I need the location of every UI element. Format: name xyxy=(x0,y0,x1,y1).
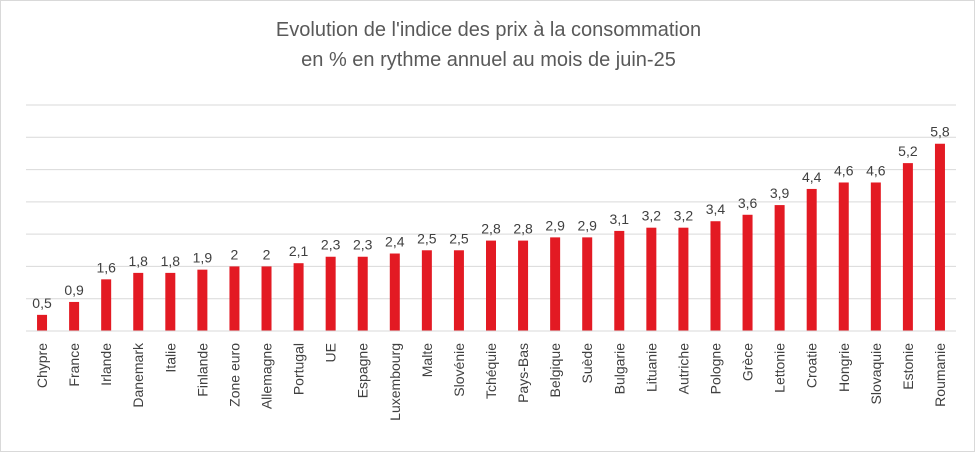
x-tick-label: Lituanie xyxy=(643,343,659,392)
bar xyxy=(101,279,112,331)
data-label: 2,1 xyxy=(289,243,309,259)
x-tick-label: Lettonie xyxy=(772,343,788,393)
data-label: 2 xyxy=(263,246,271,262)
bar xyxy=(582,237,593,331)
bar xyxy=(133,272,144,331)
data-label: 3,9 xyxy=(770,185,790,201)
x-tick-label: Slovaquie xyxy=(868,343,884,405)
data-label: 2,3 xyxy=(353,237,373,253)
x-tick-label: Autriche xyxy=(675,343,691,395)
bar xyxy=(261,266,272,331)
data-label: 4,6 xyxy=(866,162,886,178)
x-tick-label: Slovénie xyxy=(451,343,467,397)
x-tick-label: Roumanie xyxy=(932,343,948,407)
x-tick-label: Finlande xyxy=(194,343,210,397)
data-label: 3,6 xyxy=(738,195,758,211)
x-tick-label: Danemark xyxy=(130,342,146,408)
data-label: 0,5 xyxy=(32,295,52,311)
x-tick-label: Zone euro xyxy=(226,343,242,407)
bar xyxy=(806,188,817,331)
data-label: 4,6 xyxy=(834,162,854,178)
bar xyxy=(870,182,881,331)
bar xyxy=(389,253,400,331)
bar xyxy=(774,205,785,331)
data-label: 0,9 xyxy=(64,282,84,298)
bar xyxy=(678,227,689,331)
x-tick-label: Belgique xyxy=(547,343,563,398)
bar xyxy=(614,230,625,331)
x-tick-label: France xyxy=(66,343,82,387)
x-tick-label: Suède xyxy=(579,343,595,384)
x-tick-label: Tchéquie xyxy=(483,343,499,399)
data-label: 2,5 xyxy=(417,230,437,246)
bar xyxy=(293,263,304,331)
data-label: 2,3 xyxy=(321,237,341,253)
data-label: 4,4 xyxy=(802,169,822,185)
bar xyxy=(518,240,529,331)
data-label: 2,8 xyxy=(513,221,533,237)
x-tick-label: Grèce xyxy=(740,343,756,381)
bar xyxy=(550,237,561,331)
x-tick-label: Bulgarie xyxy=(611,343,627,395)
data-label: 1,8 xyxy=(161,253,181,269)
data-label: 2,8 xyxy=(481,221,501,237)
data-label: 3,1 xyxy=(610,211,630,227)
x-tick-label: Hongrie xyxy=(836,343,852,392)
x-tick-label: Luxembourg xyxy=(387,343,403,421)
bar xyxy=(197,269,208,331)
data-label: 2,9 xyxy=(577,217,597,233)
chart-title: Evolution de l'indice des prix à la cons… xyxy=(275,19,702,41)
bar xyxy=(229,266,240,331)
bar xyxy=(902,163,913,331)
x-tick-label: Portugal xyxy=(291,343,307,395)
data-label: 3,2 xyxy=(642,208,662,224)
x-tick-label: Malte xyxy=(419,343,435,377)
bar xyxy=(37,314,48,331)
x-tick-label: Irlande xyxy=(98,343,114,386)
data-label: 1,6 xyxy=(96,259,116,275)
data-label: 3,4 xyxy=(706,201,726,217)
data-label: 2,9 xyxy=(545,217,565,233)
bar xyxy=(710,221,721,331)
data-label: 2,4 xyxy=(385,234,405,250)
x-tick-label: Espagne xyxy=(355,343,371,398)
bar xyxy=(325,256,336,331)
data-label: 2 xyxy=(231,246,239,262)
x-tick-label: Allemagne xyxy=(259,343,275,409)
x-tick-label: Croatie xyxy=(804,343,820,388)
bar xyxy=(934,143,945,331)
bar xyxy=(453,250,464,331)
bar xyxy=(646,227,657,331)
data-label: 1,9 xyxy=(193,250,213,266)
x-tick-label: Pays-Bas xyxy=(515,343,531,403)
bar xyxy=(742,214,753,331)
x-tick-label: Pologne xyxy=(707,343,723,395)
bar xyxy=(69,301,80,331)
data-label: 5,2 xyxy=(898,143,918,159)
chart-title-block: Evolution de l'indice des prix à la cons… xyxy=(1,15,975,75)
data-label: 1,8 xyxy=(129,253,149,269)
bar xyxy=(486,240,496,331)
x-tick-label: UE xyxy=(323,343,339,362)
bar xyxy=(421,250,432,331)
x-tick-label: Estonie xyxy=(900,343,916,390)
data-label: 2,5 xyxy=(449,230,469,246)
x-tick-label: Italie xyxy=(162,343,178,373)
x-tick-label: Chypre xyxy=(34,343,50,388)
bar xyxy=(838,182,849,331)
data-label: 3,2 xyxy=(674,208,694,224)
chart-subtitle: en % en rythme annuel au mois de juin-25 xyxy=(301,49,676,71)
data-label: 5,8 xyxy=(930,124,950,140)
bar xyxy=(357,256,368,331)
bar xyxy=(165,272,176,331)
